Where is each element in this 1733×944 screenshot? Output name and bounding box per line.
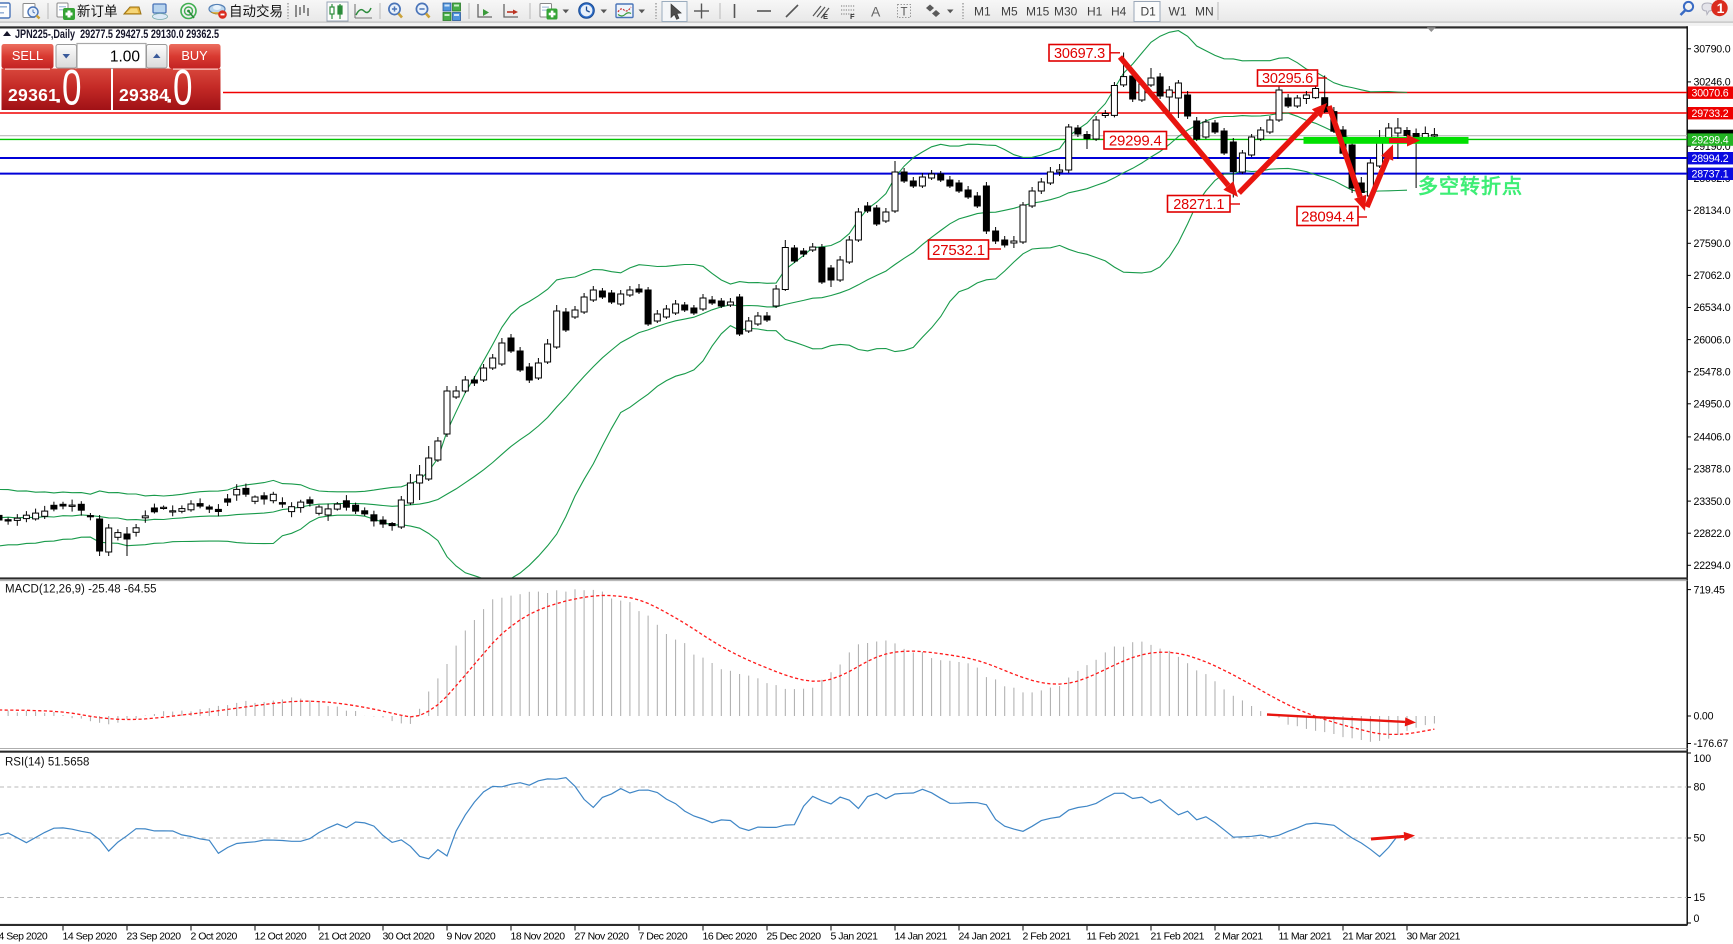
svg-text:5 Jan 2021: 5 Jan 2021 — [831, 931, 879, 943]
svg-text:28094.4: 28094.4 — [1301, 208, 1354, 225]
svg-text:25 Dec 2020: 25 Dec 2020 — [767, 931, 822, 943]
svg-text:11 Mar 2021: 11 Mar 2021 — [1279, 931, 1332, 943]
svg-text:100: 100 — [1694, 753, 1712, 765]
svg-text:H1: H1 — [1087, 5, 1103, 19]
svg-text:M15: M15 — [1026, 5, 1050, 19]
svg-text:23878.0: 23878.0 — [1694, 464, 1731, 476]
svg-text:14 Jan 2021: 14 Jan 2021 — [895, 931, 948, 943]
svg-text:F: F — [850, 12, 855, 21]
svg-text:2 Oct 2020: 2 Oct 2020 — [191, 931, 238, 943]
svg-text:28271.1: 28271.1 — [1173, 197, 1224, 213]
svg-text:26534.0: 26534.0 — [1694, 302, 1731, 314]
svg-text:50: 50 — [1694, 833, 1706, 845]
svg-text:-176.67: -176.67 — [1694, 738, 1729, 750]
svg-text:0.00: 0.00 — [1694, 711, 1714, 723]
svg-text:30697.3: 30697.3 — [1054, 46, 1105, 62]
svg-text:29299.4: 29299.4 — [1109, 133, 1162, 150]
svg-text:4 Sep 2020: 4 Sep 2020 — [0, 931, 48, 943]
svg-text:0: 0 — [62, 60, 82, 116]
svg-text:29384: 29384 — [119, 85, 169, 105]
svg-text:15: 15 — [1694, 892, 1706, 904]
svg-text:E: E — [823, 12, 828, 21]
svg-text:22822.0: 22822.0 — [1694, 528, 1731, 540]
svg-text:23 Sep 2020: 23 Sep 2020 — [127, 931, 182, 943]
svg-text:W1: W1 — [1169, 5, 1187, 19]
svg-text:A: A — [871, 4, 881, 20]
svg-text:M1: M1 — [974, 5, 991, 19]
svg-text:T: T — [901, 7, 908, 19]
svg-text:719.45: 719.45 — [1694, 584, 1726, 596]
svg-text:14 Sep 2020: 14 Sep 2020 — [63, 931, 118, 943]
svg-text:2 Feb 2021: 2 Feb 2021 — [1023, 931, 1072, 943]
svg-text:27 Nov 2020: 27 Nov 2020 — [575, 931, 630, 943]
svg-text:JPN225-,Daily 29277.5 29427.5: JPN225-,Daily 29277.5 29427.5 29130.0 29… — [15, 29, 219, 41]
svg-text:28737.1: 28737.1 — [1692, 169, 1729, 181]
svg-text:MN: MN — [1195, 5, 1214, 19]
svg-text:25478.0: 25478.0 — [1694, 366, 1731, 378]
svg-text:30295.6: 30295.6 — [1262, 71, 1313, 87]
svg-text:24 Jan 2021: 24 Jan 2021 — [959, 931, 1012, 943]
svg-text:H4: H4 — [1111, 5, 1127, 19]
svg-text:M30: M30 — [1054, 5, 1078, 19]
svg-text:28134.0: 28134.0 — [1694, 205, 1731, 217]
svg-text:SELL: SELL — [12, 48, 43, 63]
svg-text:1.00: 1.00 — [110, 49, 141, 66]
svg-text:21 Mar 2021: 21 Mar 2021 — [1343, 931, 1397, 943]
svg-text:1: 1 — [1717, 0, 1725, 16]
svg-text:30790.0: 30790.0 — [1694, 44, 1731, 56]
svg-text:新订单: 新订单 — [77, 4, 118, 19]
svg-text:28994.2: 28994.2 — [1692, 153, 1729, 165]
svg-text:30070.6: 30070.6 — [1692, 88, 1729, 100]
svg-text:27532.1: 27532.1 — [932, 242, 985, 259]
svg-text:18 Nov 2020: 18 Nov 2020 — [511, 931, 566, 943]
svg-text:多空转折点: 多空转折点 — [1418, 174, 1523, 198]
svg-text:11 Feb 2021: 11 Feb 2021 — [1087, 931, 1140, 943]
svg-text:自动交易: 自动交易 — [229, 3, 283, 19]
svg-text:24950.0: 24950.0 — [1694, 399, 1731, 411]
svg-text:16 Dec 2020: 16 Dec 2020 — [703, 931, 758, 943]
svg-text:M5: M5 — [1001, 5, 1018, 19]
svg-text:0: 0 — [1694, 913, 1700, 925]
svg-text:80: 80 — [1694, 782, 1706, 794]
svg-text:RSI(14) 51.5658: RSI(14) 51.5658 — [5, 757, 89, 769]
svg-text:27062.0: 27062.0 — [1694, 270, 1731, 282]
svg-text:30 Mar 2021: 30 Mar 2021 — [1407, 931, 1461, 943]
svg-text:BUY: BUY — [181, 48, 208, 63]
svg-text:29733.2: 29733.2 — [1692, 108, 1729, 120]
svg-text:27590.0: 27590.0 — [1694, 238, 1731, 250]
svg-text:9 Nov 2020: 9 Nov 2020 — [447, 931, 496, 943]
svg-text:21 Oct 2020: 21 Oct 2020 — [319, 931, 371, 943]
svg-text:29299.4: 29299.4 — [1692, 134, 1729, 146]
svg-text:24406.0: 24406.0 — [1694, 432, 1731, 444]
svg-text:30246.0: 30246.0 — [1694, 77, 1731, 89]
svg-text:MACD(12,26,9) -25.48 -64.55: MACD(12,26,9) -25.48 -64.55 — [5, 584, 157, 596]
svg-text:21 Feb 2021: 21 Feb 2021 — [1151, 931, 1205, 943]
svg-text:29361: 29361 — [8, 85, 58, 105]
svg-text:30 Oct 2020: 30 Oct 2020 — [383, 931, 435, 943]
svg-text:12 Oct 2020: 12 Oct 2020 — [255, 931, 307, 943]
svg-text:22294.0: 22294.0 — [1694, 560, 1731, 572]
svg-text:26006.0: 26006.0 — [1694, 334, 1731, 346]
svg-text:2 Mar 2021: 2 Mar 2021 — [1215, 931, 1264, 943]
svg-text:23350.0: 23350.0 — [1694, 496, 1731, 508]
svg-text:D1: D1 — [1141, 5, 1157, 19]
svg-text:0: 0 — [173, 60, 193, 116]
svg-text:7 Dec 2020: 7 Dec 2020 — [639, 931, 688, 943]
